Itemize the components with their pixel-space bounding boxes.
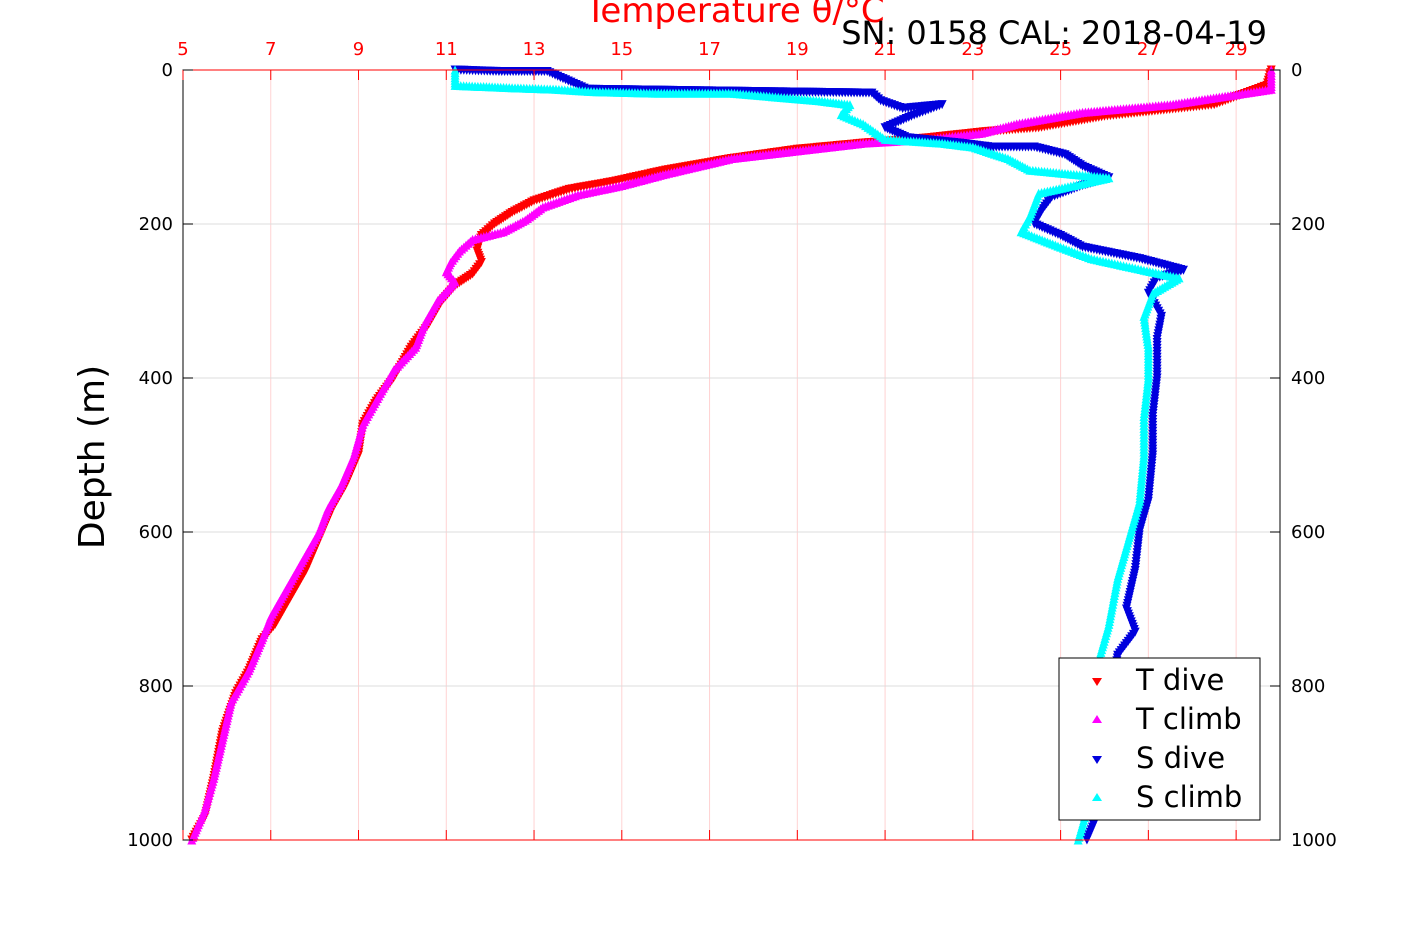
x-tick-label: 13 xyxy=(523,39,546,60)
x-tick-label: 27 xyxy=(1137,39,1160,60)
legend-marker-s-dive xyxy=(1092,756,1102,764)
legend-label-t-dive: T dive xyxy=(1135,663,1224,697)
y-tick-label-right: 800 xyxy=(1291,676,1325,697)
y-tick-label-left: 400 xyxy=(139,368,173,389)
legend-label-s-climb: S climb xyxy=(1136,780,1242,814)
x-tick-label: 19 xyxy=(786,39,809,60)
legend-marker-s-climb xyxy=(1092,793,1102,801)
x-tick-label: 15 xyxy=(610,39,633,60)
serial-cal-annotation: SN: 0158 CAL: 2018-04-19 xyxy=(841,14,1267,52)
y-tick-label-right: 1000 xyxy=(1291,830,1337,851)
y-tick-label-right: 600 xyxy=(1291,522,1325,543)
legend-label-s-dive: S dive xyxy=(1136,741,1225,775)
x-tick-label: 25 xyxy=(1049,39,1072,60)
y-tick-label-left: 0 xyxy=(162,60,173,81)
y-tick-label-left: 800 xyxy=(139,676,173,697)
y-tick-label-left: 200 xyxy=(139,214,173,235)
y-tick-label-left: 600 xyxy=(139,522,173,543)
y-tick-label-right: 200 xyxy=(1291,214,1325,235)
x-tick-label: 9 xyxy=(353,39,364,60)
x-tick-label: 5 xyxy=(177,39,188,60)
axis-ticks: 5 7 9 11 13 15 17 19 21 23 25 27 29 0 0 200 200 400 400 600… xyxy=(127,39,1337,851)
x-tick-label: 17 xyxy=(698,39,721,60)
x-tick-label: 23 xyxy=(961,39,984,60)
x-tick-label: 21 xyxy=(874,39,897,60)
legend: T dive T climb S dive S climb xyxy=(1058,657,1261,821)
x-tick-label: 29 xyxy=(1225,39,1248,60)
y-tick-label-right: 0 xyxy=(1291,60,1302,81)
legend-marker-t-dive xyxy=(1092,678,1102,686)
legend-marker-t-climb xyxy=(1092,715,1102,723)
chart-title: Temperature θ/°C xyxy=(584,0,884,31)
data-marks xyxy=(187,65,1276,845)
y-tick-label-left: 1000 xyxy=(127,830,173,851)
x-tick-label: 11 xyxy=(435,39,458,60)
y-tick-label-right: 400 xyxy=(1291,368,1325,389)
x-tick-label: 7 xyxy=(265,39,276,60)
legend-box xyxy=(1058,657,1261,821)
y-axis-label: Depth (m) xyxy=(72,365,113,549)
legend-label-t-climb: T climb xyxy=(1135,702,1242,736)
